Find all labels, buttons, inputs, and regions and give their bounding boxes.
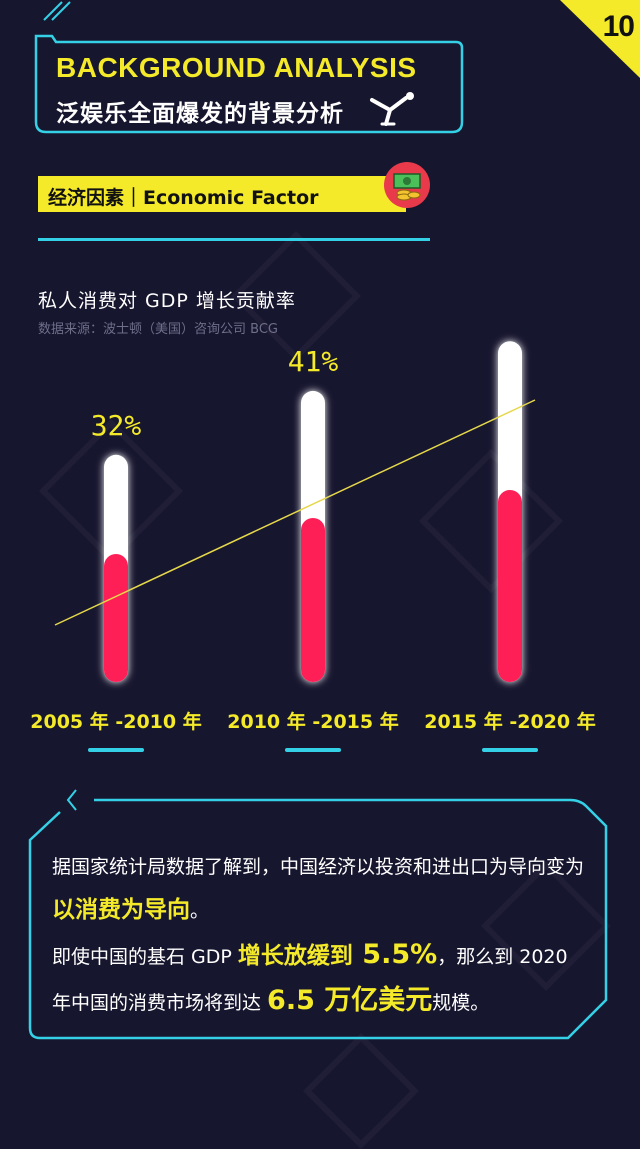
section-label: 经济因素｜Economic Factor <box>48 187 319 209</box>
diving-figure-icon <box>370 92 414 126</box>
category-underline <box>88 748 144 752</box>
category-label: 2010 年 -2015 年 <box>227 710 399 733</box>
bar <box>498 490 522 682</box>
category-underline <box>482 748 538 752</box>
bar-value-label: 32% <box>91 409 142 442</box>
info-paragraph-2: 即使中国的基石 GDP 增长放缓到 5.5%，那么到 2020 年中国的消费市场… <box>52 939 568 1016</box>
background-mark <box>303 1033 419 1149</box>
page-number: 10 <box>602 10 635 43</box>
chart-source: 数据来源：波士顿（美国）咨询公司 BCG <box>38 322 278 337</box>
title-chinese: 泛娱乐全面爆发的背景分析 <box>56 101 344 127</box>
bar <box>301 518 325 682</box>
info-paragraph-1: 据国家统计局数据了解到，中国经济以投资和进出口为导向变为以消费为导向。 <box>52 856 585 923</box>
category-label: 2015 年 -2020 年 <box>424 710 596 733</box>
section-tag <box>38 176 406 212</box>
chart-title: 私人消费对 GDP 增长贡献率 <box>38 290 296 312</box>
section-divider <box>38 238 430 241</box>
info-text: 据国家统计局数据了解到，中国经济以投资和进出口为导向变为以消费为导向。 即使中国… <box>52 846 592 1025</box>
chart: 32%2005 年 -2010 年41%2010 年 -2015 年48%201… <box>30 341 596 752</box>
money-icon <box>384 162 430 208</box>
trend-line <box>54 399 536 626</box>
title-english: BACKGROUND ANALYSIS <box>56 52 417 83</box>
bar <box>104 554 128 682</box>
category-underline <box>285 748 341 752</box>
category-label: 2005 年 -2010 年 <box>30 710 202 733</box>
bar-value-label: 41% <box>288 345 339 378</box>
